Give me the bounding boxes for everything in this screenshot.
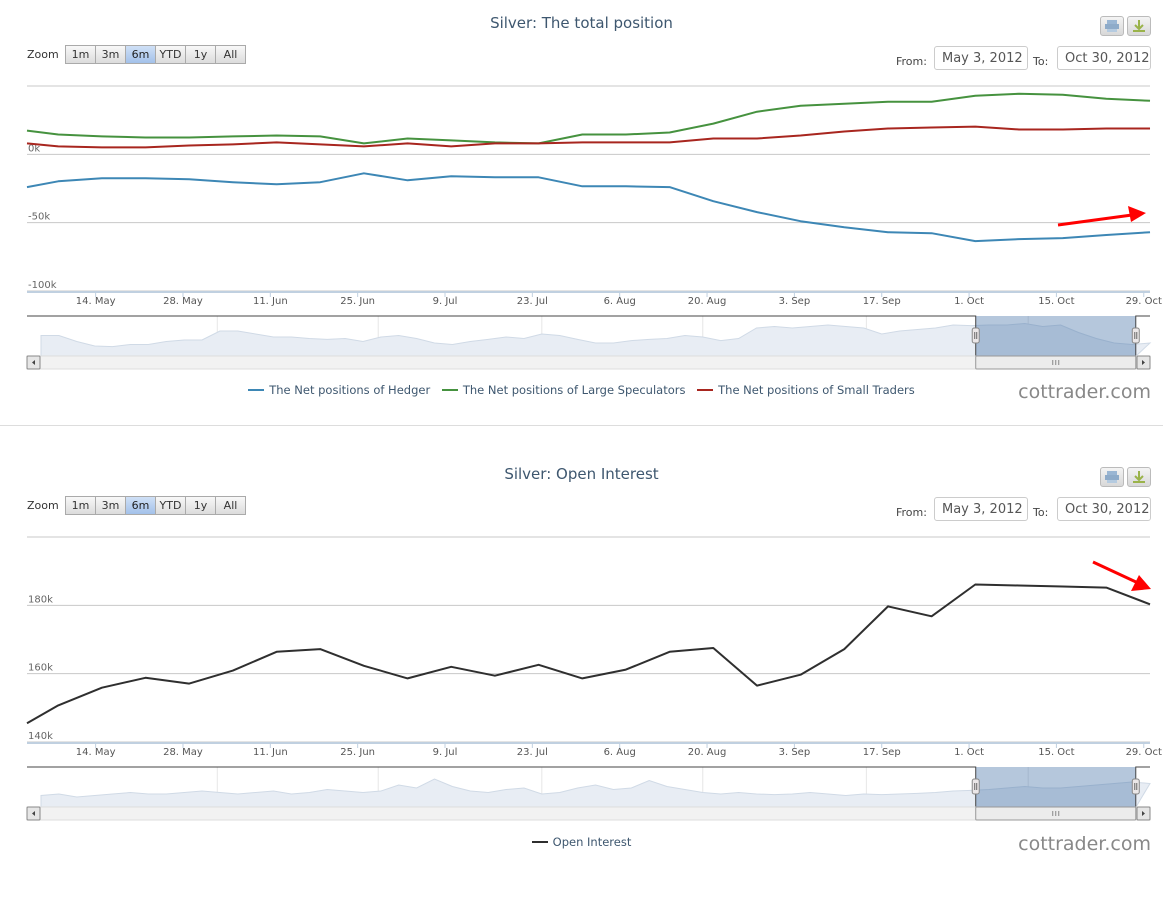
legend-label: The Net positions of Large Speculators: [463, 383, 686, 397]
y-tick-label: 140k: [28, 731, 53, 742]
navigator-handle[interactable]: [972, 779, 979, 794]
x-tick-label: 1. Oct: [954, 296, 984, 307]
navigator-handle[interactable]: [972, 328, 979, 343]
arrow-head-icon: [1128, 206, 1146, 222]
zoom-ytd-button[interactable]: YTD: [155, 496, 186, 515]
legend-label: The Net positions of Hedger: [269, 383, 430, 397]
legend-label: The Net positions of Small Traders: [718, 383, 915, 397]
from-label: From:: [896, 506, 927, 519]
to-date-input[interactable]: Oct 30, 2012: [1057, 46, 1151, 70]
x-tick-label: 11. Jun: [253, 747, 288, 758]
y-tick-label: 160k: [28, 663, 53, 674]
print-icon: [1101, 468, 1123, 486]
x-tick-label: 11. Jun: [253, 296, 288, 307]
y-tick-label: -50k: [28, 212, 50, 223]
x-tick-label: 23. Jul: [517, 747, 548, 758]
zoom-1y-button[interactable]: 1y: [185, 496, 216, 515]
to-label: To:: [1033, 55, 1048, 68]
from-label: From:: [896, 55, 927, 68]
x-tick-label: 17. Sep: [863, 747, 901, 758]
arrow-head-icon: [1131, 575, 1151, 591]
x-tick-label: 1. Oct: [954, 747, 984, 758]
x-tick-label: 15. Oct: [1038, 747, 1074, 758]
x-tick-label: 9. Jul: [433, 296, 458, 307]
from-date-input[interactable]: May 3, 2012: [934, 497, 1028, 521]
x-tick-label: 29. Oct: [1126, 747, 1162, 758]
download-icon: [1128, 468, 1150, 486]
navigator-handle[interactable]: [1132, 779, 1139, 794]
open-interest-panel: 180k 160k 140k 14. May 28. May 11. Jun 25. Jun…: [0, 451, 1163, 902]
x-tick-label: 25. Jun: [340, 296, 375, 307]
legend-item-hedger[interactable]: The Net positions of Hedger: [248, 383, 430, 397]
legend-item-open-interest[interactable]: Open Interest: [532, 835, 632, 849]
x-tick-label: 9. Jul: [433, 747, 458, 758]
zoom-buttons: 1m 3m 6m YTD 1y All: [65, 45, 245, 64]
x-tick-label: 3. Sep: [779, 296, 811, 307]
zoom-3m-button[interactable]: 3m: [95, 496, 126, 515]
x-tick-label: 29. Oct: [1126, 296, 1162, 307]
print-icon: [1101, 17, 1123, 35]
print-button[interactable]: [1100, 467, 1124, 487]
divider: [0, 425, 1163, 426]
zoom-1y-button[interactable]: 1y: [185, 45, 216, 64]
zoom-label: Zoom: [27, 499, 59, 512]
chart-title: Silver: The total position: [0, 14, 1163, 32]
x-tick-label: 15. Oct: [1038, 296, 1074, 307]
zoom-3m-button[interactable]: 3m: [95, 45, 126, 64]
legend-swatch: [697, 389, 713, 391]
x-tick-label: 25. Jun: [340, 747, 375, 758]
watermark: cottrader.com: [1018, 381, 1151, 403]
legend-item-large-speculators[interactable]: The Net positions of Large Speculators: [442, 383, 686, 397]
x-tick-label: 17. Sep: [863, 296, 901, 307]
print-button[interactable]: [1100, 16, 1124, 36]
navigator-handle[interactable]: [1132, 328, 1139, 343]
download-button[interactable]: [1127, 16, 1151, 36]
x-tick-label: 20. Aug: [688, 296, 727, 307]
zoom-all-button[interactable]: All: [215, 45, 246, 64]
series-line-the-net-positions-of-large-speculators: [27, 94, 1150, 144]
x-tick-label: 6. Aug: [604, 747, 636, 758]
x-tick-label: 23. Jul: [517, 296, 548, 307]
to-date-input[interactable]: Oct 30, 2012: [1057, 497, 1151, 521]
x-tick-label: 6. Aug: [604, 296, 636, 307]
chart-title: Silver: Open Interest: [0, 465, 1163, 483]
zoom-all-button[interactable]: All: [215, 496, 246, 515]
zoom-1m-button[interactable]: 1m: [65, 45, 96, 64]
legend-swatch: [442, 389, 458, 391]
legend-swatch: [248, 389, 264, 391]
zoom-6m-button[interactable]: 6m: [125, 496, 156, 515]
navigator-selected-range: [976, 767, 1136, 807]
navigator-selected-range: [976, 316, 1136, 356]
series-line-the-net-positions-of-hedger: [27, 173, 1150, 241]
from-date-input[interactable]: May 3, 2012: [934, 46, 1028, 70]
y-tick-label: 180k: [28, 594, 53, 605]
annotation-arrow: [1058, 215, 1132, 225]
zoom-6m-button[interactable]: 6m: [125, 45, 156, 64]
zoom-1m-button[interactable]: 1m: [65, 496, 96, 515]
x-tick-label: 28. May: [163, 296, 203, 307]
zoom-label: Zoom: [27, 48, 59, 61]
x-tick-label: 20. Aug: [688, 747, 727, 758]
x-tick-label: 3. Sep: [779, 747, 811, 758]
x-tick-label: 28. May: [163, 747, 203, 758]
zoom-buttons: 1m 3m 6m YTD 1y All: [65, 496, 245, 515]
legend-item-small-traders[interactable]: The Net positions of Small Traders: [697, 383, 915, 397]
legend-swatch: [532, 841, 548, 843]
download-button[interactable]: [1127, 467, 1151, 487]
y-tick-label: -100k: [28, 280, 57, 291]
watermark: cottrader.com: [1018, 833, 1151, 855]
x-tick-label: 14. May: [76, 296, 116, 307]
zoom-ytd-button[interactable]: YTD: [155, 45, 186, 64]
annotation-arrow: [1093, 562, 1136, 582]
legend-label: Open Interest: [553, 835, 632, 849]
to-label: To:: [1033, 506, 1048, 519]
download-icon: [1128, 17, 1150, 35]
x-tick-label: 14. May: [76, 747, 116, 758]
legend: Open Interest: [0, 832, 1163, 849]
legend: The Net positions of Hedger The Net posi…: [0, 380, 1163, 397]
